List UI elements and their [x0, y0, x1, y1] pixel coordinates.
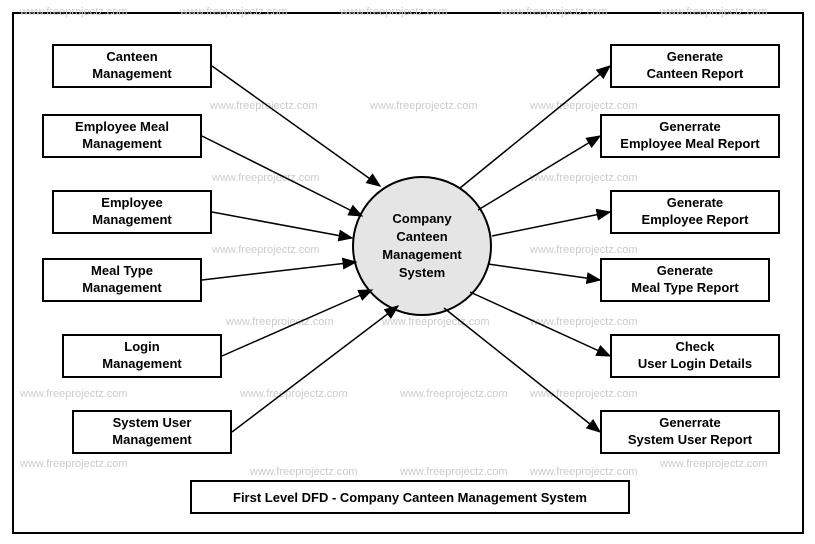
entity-box-right-0: GenerateCanteen Report [610, 44, 780, 88]
center-process-label: CompanyCanteenManagementSystem [382, 210, 461, 283]
entity-box-left-4: LoginManagement [62, 334, 222, 378]
caption-text: First Level DFD - Company Canteen Manage… [233, 490, 587, 505]
entity-box-left-1: Employee MealManagement [42, 114, 202, 158]
entity-box-right-1: GenerrateEmployee Meal Report [600, 114, 780, 158]
entity-box-left-5: System UserManagement [72, 410, 232, 454]
entity-box-right-5: GenerrateSystem User Report [600, 410, 780, 454]
center-process: CompanyCanteenManagementSystem [352, 176, 492, 316]
entity-box-right-3: GenerateMeal Type Report [600, 258, 770, 302]
entity-box-left-0: CanteenManagement [52, 44, 212, 88]
diagram-caption: First Level DFD - Company Canteen Manage… [190, 480, 630, 514]
entity-box-right-4: CheckUser Login Details [610, 334, 780, 378]
entity-box-right-2: GenerateEmployee Report [610, 190, 780, 234]
entity-box-left-3: Meal TypeManagement [42, 258, 202, 302]
entity-box-left-2: EmployeeManagement [52, 190, 212, 234]
